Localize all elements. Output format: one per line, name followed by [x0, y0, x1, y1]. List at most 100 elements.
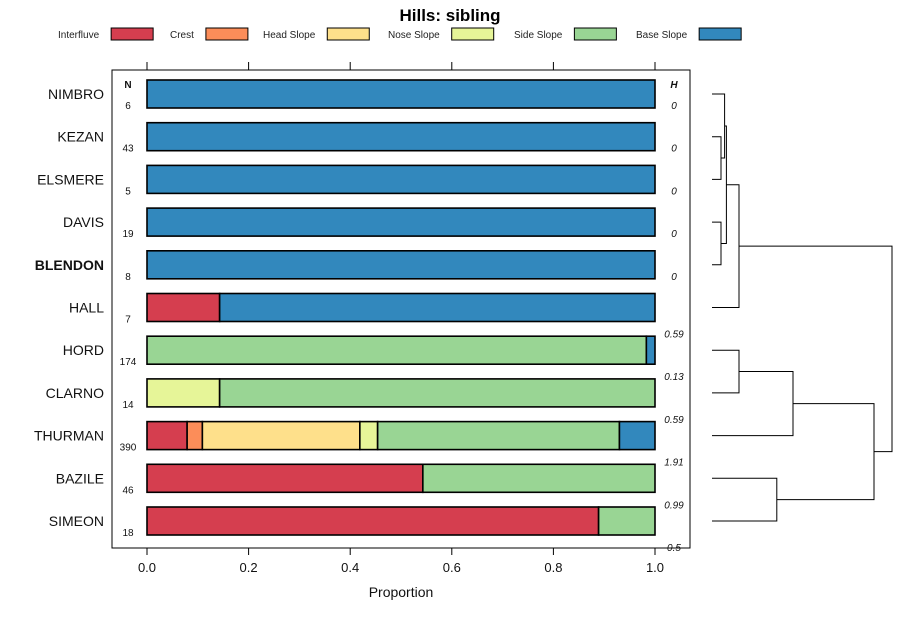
bar-segment-hord-base-slope — [645, 335, 656, 366]
bar-row-clarno — [146, 378, 656, 408]
row-label-clarno: CLARNO — [46, 385, 104, 401]
h-label-davis: 0 — [671, 229, 677, 240]
legend-swatch-side-slope — [573, 27, 617, 41]
row-label-hord: HORD — [63, 342, 104, 358]
row-label-nimbro: NIMBRO — [48, 86, 104, 102]
legend-label-side-slope: Side Slope — [514, 30, 563, 41]
h-label-hall: 0.59 — [664, 330, 684, 341]
dendrogram-link-m8 — [712, 477, 778, 522]
legend-item-interfluve: Interfluve — [58, 27, 154, 41]
legend-swatch-base-slope — [698, 27, 742, 41]
x-tick-label-4: 0.8 — [544, 560, 562, 575]
bar-segment-bazile-side-slope — [422, 463, 656, 494]
h-label-clarno: 0.59 — [664, 415, 684, 426]
row-labels: NIMBRO KEZAN ELSMERE DAVIS BLENDON HALL HORD CL… — [34, 86, 104, 529]
bar-segment-clarno-nose-slope — [146, 378, 221, 408]
count-label-davis: 19 — [122, 229, 134, 240]
row-label-kezan: KEZAN — [57, 129, 104, 145]
legend-item-nose-slope: Nose Slope — [388, 27, 495, 41]
h-label-bazile: 0.99 — [664, 500, 684, 511]
count-label-nimbro: 6 — [125, 101, 131, 112]
row-label-thurman: THURMAN — [34, 428, 104, 444]
dendrogram-link-m5 — [712, 184, 740, 308]
x-tick-label-2: 0.4 — [341, 560, 359, 575]
bar-segment-thurman-head-slope — [201, 420, 361, 451]
legend-label-nose-slope: Nose Slope — [388, 30, 440, 41]
bar-segment-nimbro-base-slope — [146, 79, 656, 109]
dendrogram-link-m7 — [712, 371, 794, 437]
count-label-clarno: 14 — [122, 400, 134, 411]
dendrogram-link-m10 — [739, 245, 893, 453]
legend: Interfluve Crest Head Slope Nose Slope Side … — [58, 27, 742, 41]
h-column-header: H — [670, 80, 678, 91]
bar-segment-hall-interfluve — [146, 292, 221, 323]
row-label-hall: HALL — [69, 300, 104, 316]
dendrogram — [712, 93, 893, 522]
bar-segment-thurman-interfluve — [146, 420, 188, 451]
row-label-simeon: SIMEON — [49, 513, 104, 529]
bar-segment-clarno-side-slope — [218, 378, 656, 408]
x-axis-title: Proportion — [369, 584, 434, 600]
row-label-blendon: BLENDON — [35, 257, 104, 273]
chart-title: Hills: sibling — [399, 6, 500, 25]
bars-layer — [146, 79, 656, 536]
plot-panel — [111, 69, 691, 549]
legend-item-crest: Crest — [170, 27, 249, 41]
bar-segment-bazile-interfluve — [146, 463, 424, 494]
h-label-nimbro: 0 — [671, 101, 677, 112]
x-axis: 0.0 0.2 0.4 0.6 0.8 1.0 — [138, 548, 664, 575]
count-label-simeon: 18 — [122, 528, 134, 539]
legend-item-base-slope: Base Slope — [636, 27, 742, 41]
bar-row-blendon — [146, 250, 656, 280]
count-label-hall: 7 — [125, 315, 131, 326]
row-label-davis: DAVIS — [63, 214, 104, 230]
h-label-blendon: 0 — [671, 272, 677, 283]
row-label-bazile: BAZILE — [56, 470, 104, 486]
count-label-blendon: 8 — [125, 272, 131, 283]
bar-segment-thurman-base-slope — [618, 420, 656, 451]
bar-segment-kezan-base-slope — [146, 121, 656, 152]
legend-label-interfluve: Interfluve — [58, 30, 100, 41]
bar-row-thurman — [146, 420, 656, 451]
bar-segment-blendon-base-slope — [146, 250, 656, 280]
bar-row-kezan — [146, 121, 656, 152]
bar-row-elsmere — [146, 164, 656, 195]
x-tick-label-1: 0.2 — [240, 560, 258, 575]
dendrogram-link-m1 — [712, 136, 722, 180]
count-label-bazile: 46 — [122, 485, 134, 496]
dendrogram-link-m2 — [712, 93, 726, 159]
h-label-simeon: 0.5 — [667, 543, 681, 554]
bar-segment-thurman-nose-slope — [359, 420, 379, 451]
bar-row-bazile — [146, 463, 656, 494]
top-axis — [146, 62, 656, 70]
dendrogram-link-m3 — [712, 221, 722, 266]
h-label-hord: 0.13 — [664, 372, 684, 383]
dendrogram-link-m6 — [712, 349, 740, 394]
legend-label-head-slope: Head Slope — [263, 30, 316, 41]
legend-swatch-interfluve — [110, 27, 154, 41]
bar-segment-elsmere-base-slope — [146, 164, 656, 195]
legend-item-side-slope: Side Slope — [514, 27, 617, 41]
bar-segment-simeon-side-slope — [597, 506, 656, 536]
legend-label-base-slope: Base Slope — [636, 30, 688, 41]
h-label-thurman: 1.91 — [664, 458, 683, 469]
dendrogram-link-m4 — [721, 125, 727, 244]
count-label-elsmere: 5 — [125, 186, 131, 197]
h-labels: 0 0 0 0 0 0.59 0.13 0.59 1.91 0.99 0.5 — [664, 101, 684, 554]
legend-label-crest: Crest — [170, 30, 194, 41]
legend-swatch-crest — [205, 27, 249, 41]
x-tick-label-5: 1.0 — [646, 560, 664, 575]
row-label-elsmere: ELSMERE — [37, 171, 104, 187]
bar-row-davis — [146, 207, 656, 237]
count-label-kezan: 43 — [122, 144, 134, 155]
bar-segment-davis-base-slope — [146, 207, 656, 237]
n-column-header: N — [124, 80, 131, 91]
x-tick-label-0: 0.0 — [138, 560, 156, 575]
bar-segment-hord-side-slope — [146, 335, 648, 366]
legend-item-head-slope: Head Slope — [263, 27, 370, 41]
bar-row-simeon — [146, 506, 656, 536]
x-tick-label-3: 0.6 — [443, 560, 461, 575]
legend-swatch-head-slope — [326, 27, 370, 41]
count-label-thurman: 390 — [120, 443, 137, 454]
